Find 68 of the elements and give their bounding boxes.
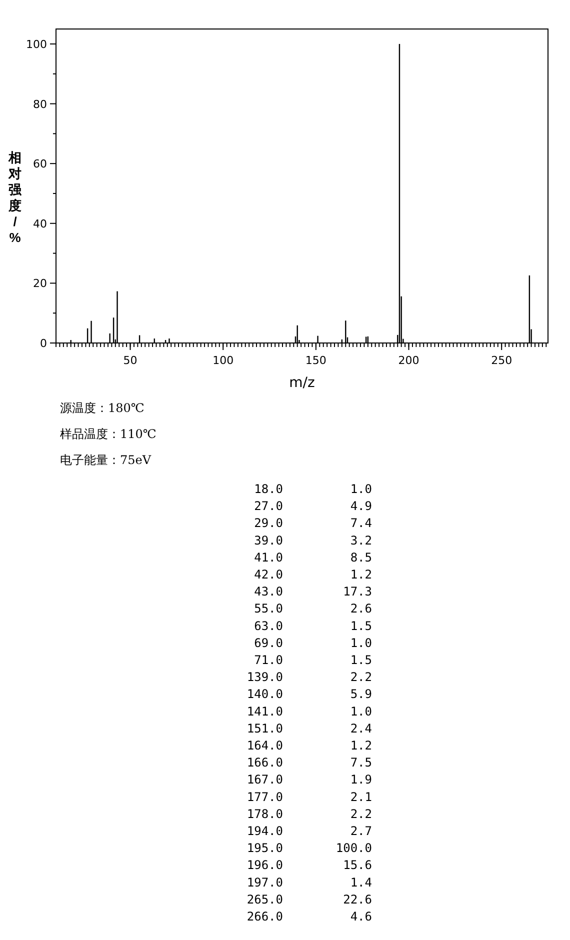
- category-label: 41.0: [254, 550, 283, 564]
- data-label: 2.1: [350, 790, 372, 804]
- category-label: 141.0: [246, 704, 283, 718]
- x-axis-title: m/z: [289, 375, 315, 391]
- category-label: 27.0: [254, 499, 283, 514]
- category-label: 195.0: [246, 841, 283, 856]
- data-label: 1.4: [350, 875, 372, 890]
- category-label: 151.0: [246, 721, 283, 736]
- category-label: 63.0: [254, 618, 283, 633]
- category-label: 167.0: [246, 772, 283, 787]
- category-label: 18.0: [254, 482, 283, 496]
- data-label: 4.9: [350, 499, 372, 514]
- x-tick-label: 50: [123, 354, 138, 367]
- category-label: 177.0: [246, 790, 283, 804]
- data-label: 7.4: [350, 516, 372, 530]
- data-label: 2.6: [350, 602, 372, 616]
- data-label: 1.2: [350, 568, 372, 582]
- data-label: 1.0: [350, 704, 372, 718]
- category-label: 166.0: [246, 756, 283, 770]
- x-tick-label: 250: [491, 354, 512, 367]
- category-label: 197.0: [246, 875, 283, 890]
- data-label: 7.5: [350, 756, 372, 770]
- category-label: 69.0: [254, 636, 283, 650]
- data-label: 2.2: [350, 806, 372, 821]
- category-label: 164.0: [246, 738, 283, 752]
- y-tick-label: 0: [40, 337, 47, 350]
- category-label: 42.0: [254, 568, 283, 582]
- data-label: 8.5: [350, 550, 372, 564]
- data-label: 1.0: [350, 482, 372, 496]
- data-label: 2.2: [350, 670, 372, 684]
- y-tick-label: 60: [33, 158, 47, 171]
- data-label: 1.9: [350, 772, 372, 787]
- category-label: 265.0: [246, 892, 283, 906]
- text: 源温度：180℃: [60, 401, 144, 415]
- data-label: 2.4: [350, 721, 372, 736]
- data-label: 17.3: [343, 584, 372, 599]
- data-label: 1.0: [350, 636, 372, 650]
- category-label: 194.0: [246, 824, 283, 838]
- data-label: 1.5: [350, 653, 372, 667]
- data-label: 4.6: [350, 910, 372, 924]
- x-tick-label: 200: [398, 354, 420, 367]
- data-label: 1.5: [350, 618, 372, 633]
- category-label: 39.0: [254, 533, 283, 548]
- data-label: 3.2: [350, 533, 372, 548]
- data-label: 2.7: [350, 824, 372, 838]
- category-label: 140.0: [246, 687, 283, 702]
- category-label: 29.0: [254, 516, 283, 530]
- y-tick-label: 80: [33, 98, 47, 111]
- x-tick-label: 150: [305, 354, 326, 367]
- data-label: 5.9: [350, 687, 372, 702]
- text: 电子能量：75eV: [60, 453, 152, 467]
- category-label: 71.0: [254, 653, 283, 667]
- category-label: 178.0: [246, 806, 283, 821]
- x-tick-label: 100: [212, 354, 234, 367]
- category-label: 196.0: [246, 858, 283, 872]
- y-tick-label: 20: [33, 277, 47, 290]
- category-label: 139.0: [246, 670, 283, 684]
- text: 样品温度：110℃: [60, 427, 156, 441]
- category-label: 55.0: [254, 602, 283, 616]
- y-tick-label: 40: [33, 217, 47, 230]
- data-label: 15.6: [343, 858, 372, 872]
- y-tick-label: 100: [26, 38, 47, 51]
- y-axis-title: 相对强度/%: [8, 150, 22, 245]
- category-label: 266.0: [246, 910, 283, 924]
- data-label: 100.0: [336, 841, 372, 856]
- category-label: 43.0: [254, 584, 283, 599]
- data-label: 22.6: [343, 892, 372, 906]
- data-label: 1.2: [350, 738, 372, 752]
